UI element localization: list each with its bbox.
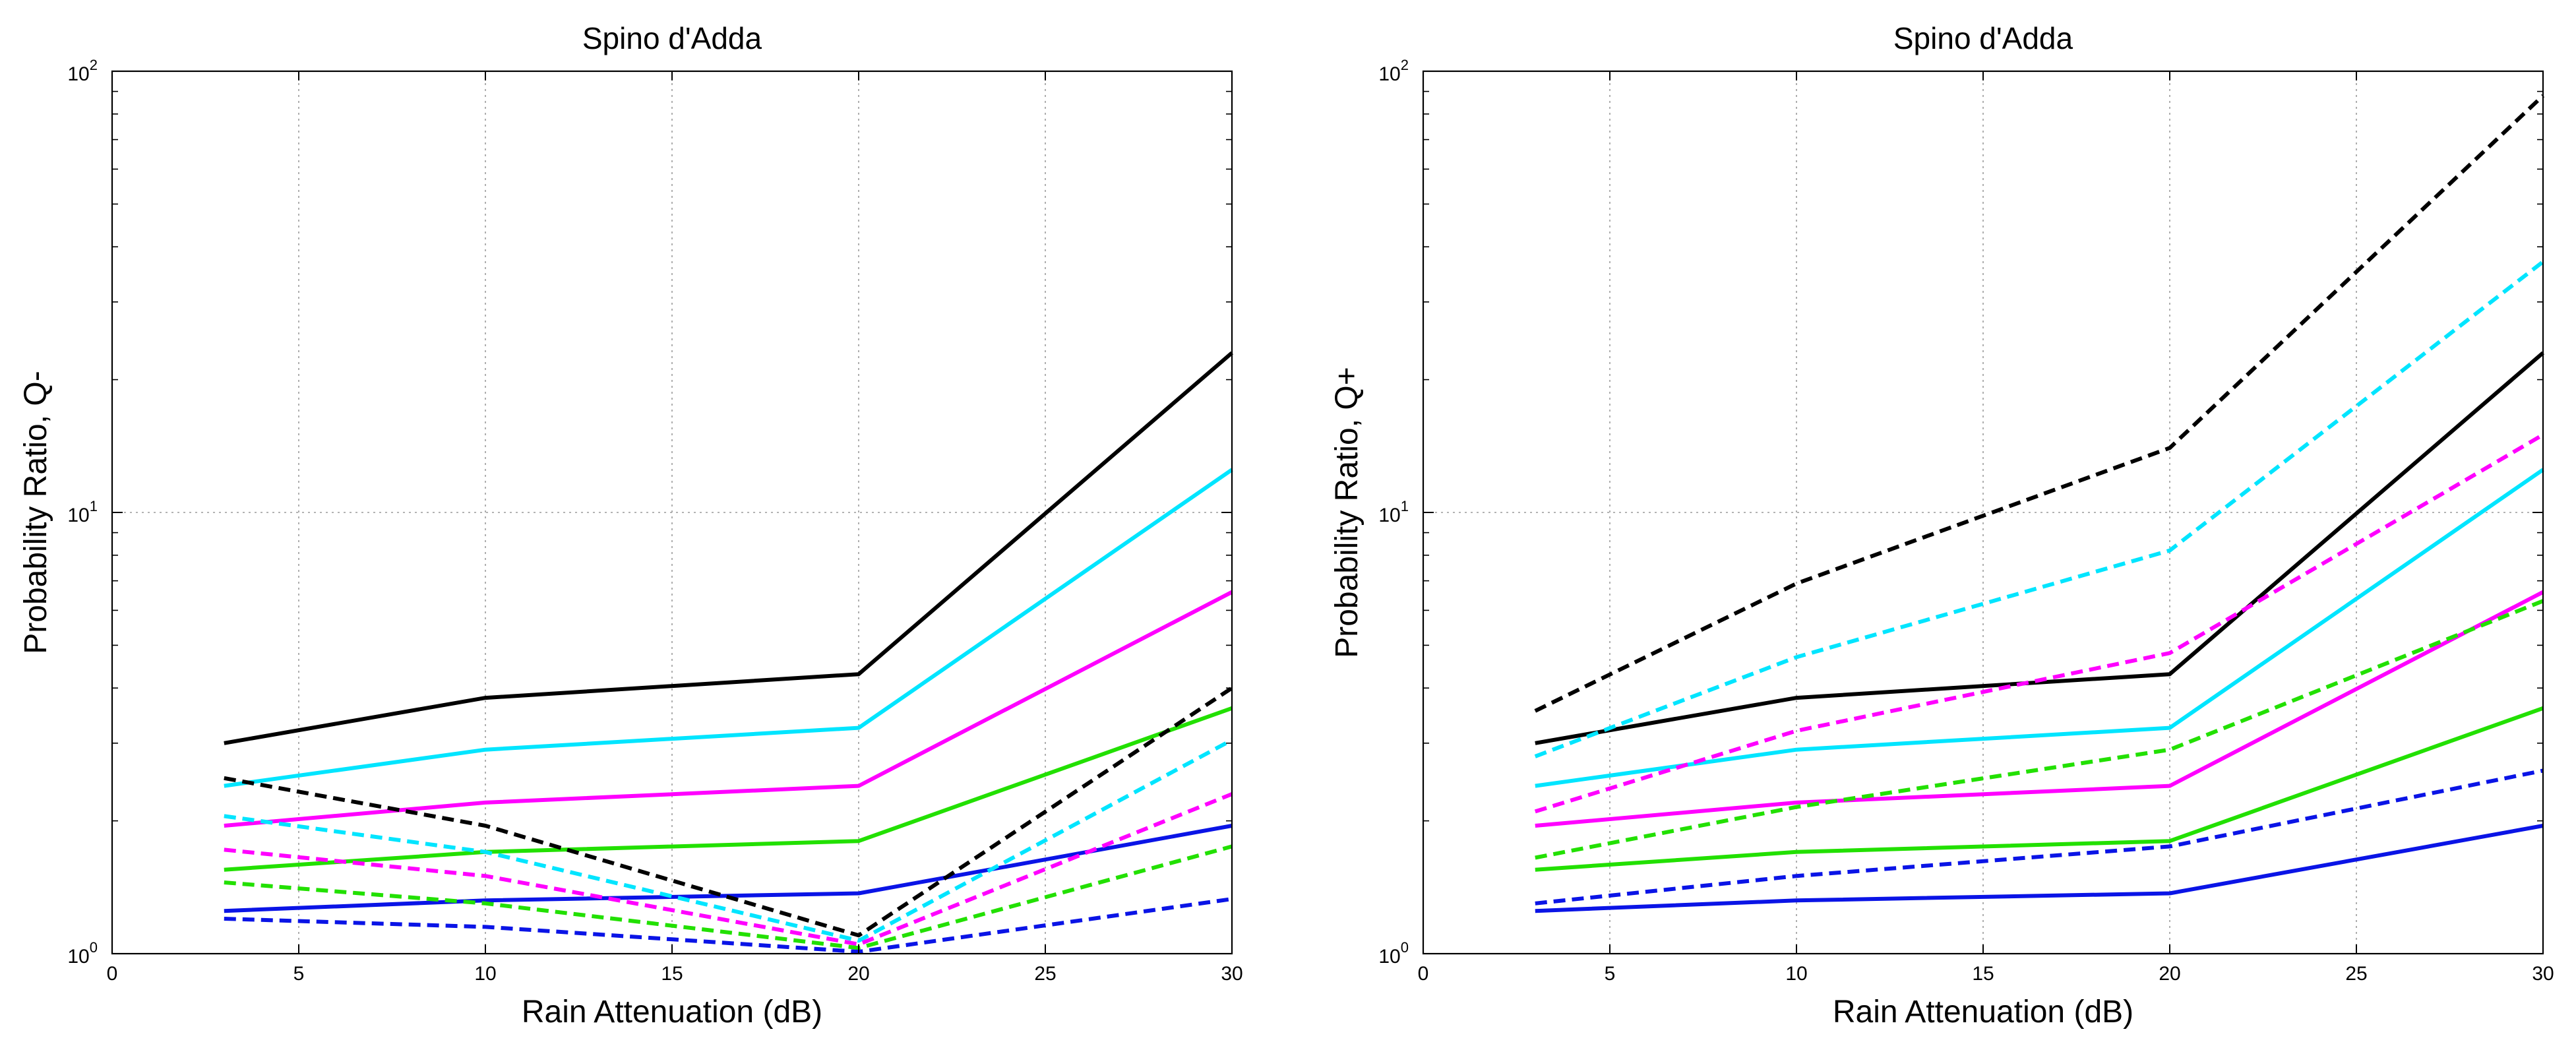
x-tick-label: 5 (293, 963, 305, 985)
series-line-cyan-solid (224, 468, 1233, 788)
y-tick-label-base: 10 (1378, 63, 1400, 85)
y-tick-label-exponent: 2 (90, 57, 98, 73)
y-tick-label-exponent: 1 (1401, 498, 1409, 514)
series-line-green-dashed (224, 844, 1233, 950)
series-line-blue-dashed (224, 897, 1233, 954)
series-line-magenta-dashed (224, 792, 1233, 946)
series-line-magenta-dashed (1534, 433, 2544, 814)
series-line-cyan-solid (1535, 468, 2544, 788)
y-axis-label: Probability Ratio, Q+ (1330, 367, 1365, 658)
x-axis: 0 5 10 15 20 25 30 (107, 71, 1243, 985)
series-line-magenta-solid (224, 590, 1233, 828)
y-tick-label-exponent: 0 (1401, 939, 1409, 956)
series-line-cyan-dashed (224, 738, 1233, 943)
x-tick-label: 10 (474, 963, 496, 985)
series-line-blue-solid (224, 824, 1233, 913)
series-group (224, 351, 1233, 954)
x-tick-label: 20 (2159, 963, 2180, 985)
y-tick-label: 101 (1378, 498, 1409, 526)
x-tick-label: 20 (847, 963, 869, 985)
series-line-black-dashed (224, 686, 1233, 938)
chart-title: Spino d'Adda (582, 21, 762, 55)
series-line-cyan-dashed (1534, 260, 2544, 758)
x-tick-label: 25 (1034, 963, 1056, 985)
x-axis-label: Rain Attenuation (dB) (522, 995, 822, 1030)
y-tick-label-exponent: 0 (90, 939, 98, 956)
series-line-blue-dashed (1535, 768, 2544, 906)
y-tick-label-exponent: 1 (90, 498, 98, 514)
y-tick-label: 102 (1378, 57, 1409, 85)
x-tick-label: 15 (1972, 963, 1994, 985)
y-tick-label: 102 (67, 57, 98, 85)
y-tick-label-base: 10 (67, 946, 89, 968)
x-tick-label: 0 (1418, 963, 1429, 985)
x-tick-label: 15 (661, 963, 683, 985)
series-line-black-dashed (1534, 94, 2545, 713)
x-tick-label: 5 (1605, 963, 1616, 985)
series-line-black-solid (1535, 351, 2544, 745)
x-tick-label: 0 (107, 963, 118, 985)
y-tick-label: 100 (1378, 939, 1409, 968)
y-tick-label-base: 10 (1378, 505, 1400, 526)
x-tick-label: 25 (2345, 963, 2367, 985)
x-tick-label: 30 (2532, 963, 2554, 985)
y-tick-label-base: 10 (67, 63, 89, 85)
y-tick-label-exponent: 2 (1401, 57, 1409, 73)
y-tick-label: 100 (67, 939, 98, 968)
series-line-green-dashed (1535, 599, 2544, 860)
series-line-green-solid (1535, 706, 2544, 872)
chart-title: Spino d'Adda (1893, 21, 2073, 55)
x-axis: 0 5 10 15 20 25 30 (1418, 71, 2554, 985)
y-tick-label-base: 10 (67, 505, 89, 526)
series-line-black-solid (224, 351, 1233, 745)
series-line-green-solid (224, 706, 1233, 872)
y-axis-label: Probability Ratio, Q- (18, 371, 53, 654)
series-line-blue-solid (1535, 824, 2544, 913)
x-axis-label: Rain Attenuation (dB) (1833, 995, 2133, 1030)
series-group (1534, 94, 2545, 913)
x-tick-label: 30 (1221, 963, 1242, 985)
series-line-magenta-solid (1535, 590, 2544, 828)
x-tick-label: 10 (1785, 963, 1807, 985)
y-tick-label-base: 10 (1378, 946, 1400, 968)
y-tick-label: 101 (67, 498, 98, 526)
